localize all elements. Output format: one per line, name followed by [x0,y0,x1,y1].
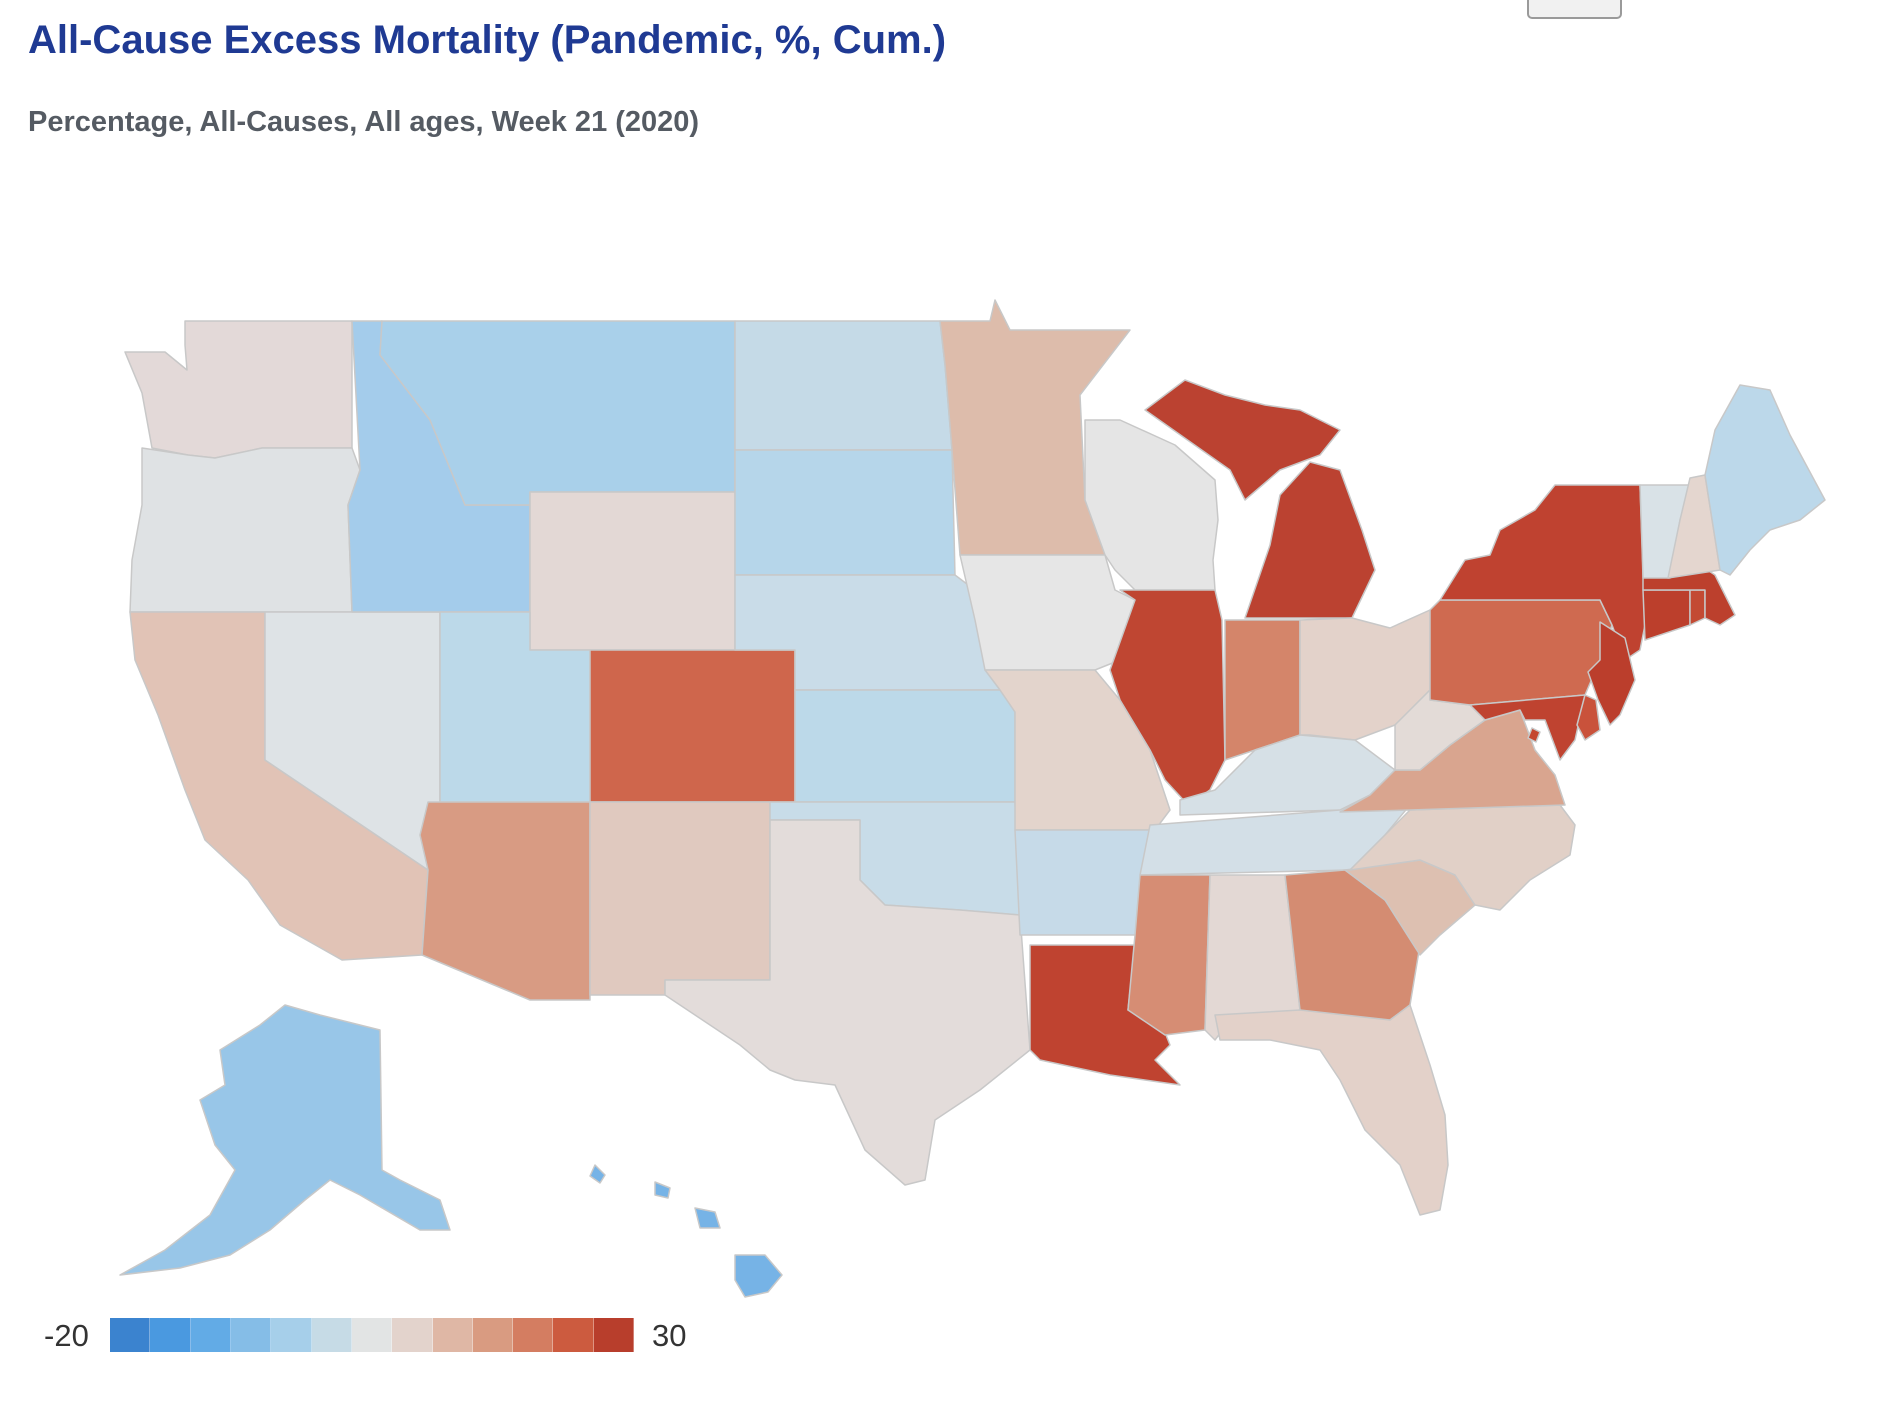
legend-swatch [513,1318,554,1352]
legend-swatch [150,1318,191,1352]
state-ak[interactable] [119,1004,451,1276]
state-il[interactable] [1109,589,1226,806]
state-ct[interactable] [1642,589,1691,641]
state-ar[interactable] [1014,829,1156,936]
legend-swatch [553,1318,594,1352]
map-subtitle: Percentage, All-Causes, All ages, Week 2… [28,106,700,138]
state-co[interactable] [589,649,796,803]
state-sd[interactable] [734,449,956,576]
legend-swatch [351,1318,393,1352]
state-tx[interactable] [664,819,1031,1186]
state-az[interactable] [419,801,591,1001]
state-ky[interactable] [1179,734,1396,816]
legend-min-label: -20 [44,1318,89,1353]
state-wy[interactable] [529,491,736,651]
legend-swatch [311,1318,352,1352]
state-wa[interactable] [124,320,353,459]
legend-swatch [190,1318,231,1352]
state-ri[interactable] [1689,589,1706,626]
legend-swatch [432,1318,473,1352]
legend-swatch [472,1318,514,1352]
state-ms[interactable] [1127,874,1211,1036]
state-mi[interactable] [1144,379,1376,619]
legend-swatch [110,1318,151,1352]
state-pa[interactable] [1429,599,1613,706]
legend-swatch [271,1318,312,1352]
state-or[interactable] [129,447,361,613]
legend-swatch [392,1318,433,1352]
state-me[interactable] [1704,384,1826,576]
state-ks[interactable] [794,689,1016,803]
state-nj[interactable] [1587,621,1636,726]
state-fl[interactable] [1214,1004,1449,1216]
state-ia[interactable] [959,554,1136,671]
state-wi[interactable] [1084,419,1219,591]
legend-max-label: 30 [652,1318,687,1353]
map-title: All-Cause Excess Mortality (Pandemic, %,… [28,18,947,62]
state-nd[interactable] [734,320,953,451]
state-hi[interactable] [589,1164,783,1298]
state-nh[interactable] [1667,474,1721,579]
state-dc[interactable] [1527,727,1541,743]
toolbar-button[interactable] [1527,0,1622,19]
state-de[interactable] [1576,694,1601,741]
state-nm[interactable] [589,801,771,996]
state-mo[interactable] [984,669,1171,831]
legend-swatch [230,1318,272,1352]
legend-swatch [593,1318,635,1352]
color-scale-legend [110,1318,635,1352]
